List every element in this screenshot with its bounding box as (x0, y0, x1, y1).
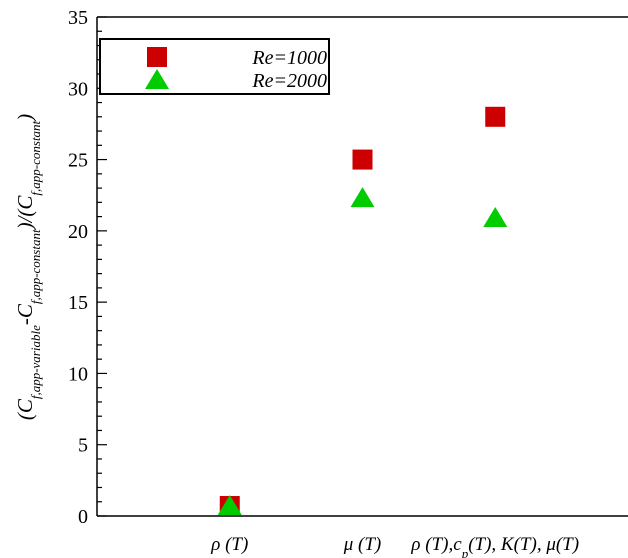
data-point-triangle (483, 207, 508, 228)
y-tick-label: 35 (68, 7, 88, 29)
y-axis-label-group: (Cf,app-variable-Cf,app-constant)/(Cf,ap… (13, 114, 43, 420)
y-tick-label: 0 (78, 506, 88, 528)
data-point-triangle (217, 495, 242, 516)
y-tick-label: 25 (68, 150, 88, 172)
x-category-label: μ (T) (343, 534, 382, 555)
x-axis-category-labels: ρ (T) μ (T) ρ (T),cp(T), K(T), μ(T) (210, 534, 579, 558)
x-category-label: ρ (T),cp(T), K(T), μ(T) (410, 534, 579, 558)
y-tick-label: 30 (68, 78, 88, 100)
legend-entry-label: Re=1000 (251, 47, 327, 69)
y-tick-label: 20 (68, 221, 88, 243)
y-axis-label: (Cf,app-variable-Cf,app-constant)/(Cf,ap… (13, 114, 43, 420)
y-tick-label: 5 (78, 435, 88, 457)
y-tick-label: 15 (68, 292, 88, 314)
legend-box (99, 38, 330, 95)
axes (96, 16, 628, 517)
data-point-square (352, 149, 373, 170)
data-point-triangle (350, 187, 375, 208)
legend-marker-triangle (145, 69, 169, 89)
legend-marker-square (147, 47, 167, 67)
data-points (217, 106, 508, 517)
y-tick-label: 10 (68, 363, 88, 385)
y-axis-ticks: 0 5 10 15 20 25 30 35 (68, 7, 107, 528)
data-point-square (485, 106, 506, 127)
legend-entry-label: Re=2000 (251, 70, 327, 92)
x-category-label: ρ (T) (210, 534, 248, 555)
